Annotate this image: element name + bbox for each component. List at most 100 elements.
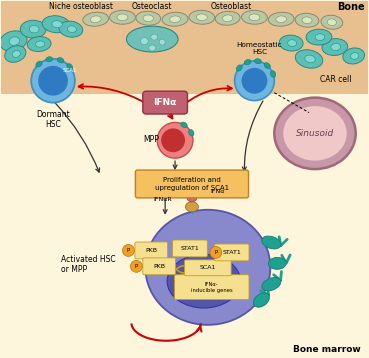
Ellipse shape <box>159 39 165 45</box>
Text: IFNα-
inducible genes: IFNα- inducible genes <box>191 281 233 293</box>
FancyBboxPatch shape <box>175 275 249 300</box>
Ellipse shape <box>305 55 315 63</box>
Text: STAT1: STAT1 <box>180 246 199 251</box>
Ellipse shape <box>145 210 270 325</box>
Ellipse shape <box>279 35 303 51</box>
FancyBboxPatch shape <box>135 242 168 259</box>
Ellipse shape <box>12 50 20 57</box>
FancyBboxPatch shape <box>135 170 248 198</box>
Circle shape <box>210 246 222 258</box>
Ellipse shape <box>268 257 286 269</box>
Ellipse shape <box>31 59 75 103</box>
FancyBboxPatch shape <box>1 1 368 94</box>
Ellipse shape <box>110 10 135 24</box>
Text: Activated HSC
or MPP: Activated HSC or MPP <box>61 255 115 274</box>
Text: CAR cell: CAR cell <box>320 75 351 84</box>
Text: Homeostatic
HSC: Homeostatic HSC <box>237 42 282 55</box>
Ellipse shape <box>157 122 193 158</box>
Ellipse shape <box>167 255 241 308</box>
Ellipse shape <box>5 45 26 62</box>
Ellipse shape <box>322 39 348 55</box>
Ellipse shape <box>36 61 42 67</box>
Ellipse shape <box>90 16 101 23</box>
Text: PKB: PKB <box>145 248 157 253</box>
Circle shape <box>130 260 142 272</box>
Ellipse shape <box>315 34 325 40</box>
Ellipse shape <box>236 65 242 71</box>
Ellipse shape <box>302 17 312 24</box>
Ellipse shape <box>215 11 240 25</box>
Ellipse shape <box>276 16 287 23</box>
Ellipse shape <box>295 50 323 68</box>
Ellipse shape <box>29 25 39 33</box>
Ellipse shape <box>0 31 27 51</box>
Ellipse shape <box>136 11 161 25</box>
Text: IFNα: IFNα <box>211 189 225 194</box>
Ellipse shape <box>181 122 187 127</box>
Ellipse shape <box>186 202 199 212</box>
Ellipse shape <box>46 57 53 62</box>
Ellipse shape <box>242 10 268 24</box>
Text: Niche osteoblast: Niche osteoblast <box>49 3 113 11</box>
Ellipse shape <box>42 16 70 33</box>
Ellipse shape <box>52 21 62 28</box>
Ellipse shape <box>327 19 337 25</box>
Ellipse shape <box>189 10 215 24</box>
Text: PKB: PKB <box>153 264 165 269</box>
Ellipse shape <box>283 106 347 161</box>
Ellipse shape <box>68 26 76 33</box>
Ellipse shape <box>117 14 128 21</box>
Text: P: P <box>135 264 138 269</box>
Text: P: P <box>214 250 217 255</box>
Text: STAT1: STAT1 <box>222 250 241 255</box>
Text: Dormant
HSC: Dormant HSC <box>36 110 70 129</box>
Text: Bone: Bone <box>337 3 365 13</box>
Ellipse shape <box>170 16 180 23</box>
Ellipse shape <box>270 71 276 77</box>
Ellipse shape <box>196 14 207 21</box>
Ellipse shape <box>244 59 251 65</box>
Text: P: P <box>127 248 130 253</box>
Ellipse shape <box>36 41 45 47</box>
Ellipse shape <box>254 293 269 307</box>
Text: IFNα: IFNα <box>154 98 177 107</box>
FancyBboxPatch shape <box>214 244 249 261</box>
Ellipse shape <box>161 129 185 152</box>
FancyBboxPatch shape <box>143 258 176 275</box>
Ellipse shape <box>262 277 281 291</box>
Ellipse shape <box>149 45 156 51</box>
Ellipse shape <box>151 34 158 40</box>
Ellipse shape <box>343 48 365 64</box>
FancyBboxPatch shape <box>143 91 187 114</box>
Text: Bone marrow: Bone marrow <box>293 345 361 354</box>
FancyBboxPatch shape <box>184 260 231 276</box>
Ellipse shape <box>187 194 197 202</box>
Ellipse shape <box>288 40 297 47</box>
Ellipse shape <box>255 59 261 64</box>
Text: Osteoblast: Osteoblast <box>211 3 252 11</box>
Ellipse shape <box>27 37 51 52</box>
Text: Proliferation and
upregulation of SCA1: Proliferation and upregulation of SCA1 <box>155 177 229 191</box>
Ellipse shape <box>162 12 188 26</box>
Ellipse shape <box>274 98 356 169</box>
FancyBboxPatch shape <box>173 240 207 257</box>
Ellipse shape <box>223 15 233 21</box>
Ellipse shape <box>9 37 20 45</box>
Ellipse shape <box>306 29 332 45</box>
Ellipse shape <box>189 130 194 136</box>
Text: SCA1: SCA1 <box>63 68 77 73</box>
Ellipse shape <box>143 15 154 21</box>
Ellipse shape <box>20 20 46 38</box>
Ellipse shape <box>83 12 108 26</box>
Ellipse shape <box>295 13 319 27</box>
Text: IFNαR: IFNαR <box>154 197 172 202</box>
Circle shape <box>123 245 134 256</box>
Ellipse shape <box>249 14 260 21</box>
Ellipse shape <box>127 26 178 52</box>
Text: SCA1: SCA1 <box>200 265 216 270</box>
Ellipse shape <box>242 68 268 94</box>
Ellipse shape <box>59 21 83 37</box>
Ellipse shape <box>235 61 274 101</box>
Ellipse shape <box>57 58 64 63</box>
Ellipse shape <box>268 12 294 26</box>
